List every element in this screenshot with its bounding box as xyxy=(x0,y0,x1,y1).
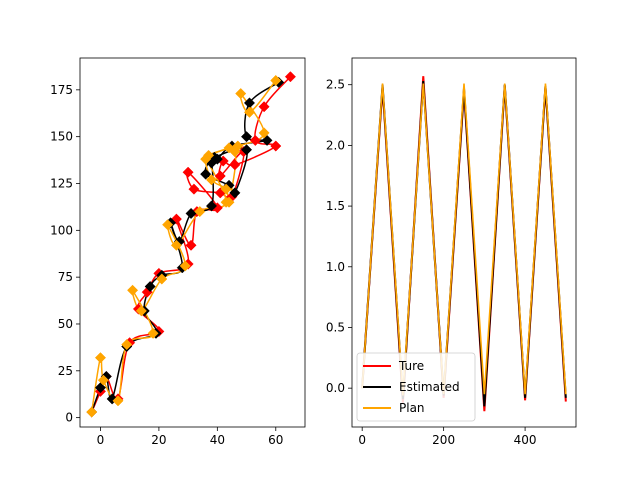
trajectory-marker xyxy=(121,339,133,351)
trajectory-marker xyxy=(156,273,168,285)
trajectory-marker xyxy=(97,374,109,386)
trajectory-marker xyxy=(94,352,107,364)
legend-label-ture: Ture xyxy=(398,359,424,373)
trajectory-marker xyxy=(162,219,174,231)
left-x-tick-label: 60 xyxy=(268,433,283,447)
trajectory-marker xyxy=(261,134,273,146)
trajectory-marker xyxy=(232,140,244,152)
right-y-tick-label: 0.5 xyxy=(326,320,345,334)
trajectory-marker xyxy=(170,239,182,251)
left-y-tick-label: 25 xyxy=(58,364,73,378)
legend-label-plan: Plan xyxy=(399,401,425,415)
trajectory-marker xyxy=(112,395,124,407)
left-y-tick-label: 125 xyxy=(50,176,73,190)
trajectory-marker xyxy=(188,183,200,195)
right-y-tick-label: 1.0 xyxy=(326,260,345,274)
left-x-tick-label: 40 xyxy=(210,433,225,447)
trajectory-marker xyxy=(106,393,118,405)
trajectory-marker xyxy=(270,140,282,152)
right-x-tick-label: 200 xyxy=(432,433,455,447)
trajectory-marker xyxy=(211,153,223,165)
right-x-tick-label: 400 xyxy=(514,433,537,447)
legend: Ture Estimated Plan xyxy=(356,352,476,422)
left-y-tick-label: 50 xyxy=(58,317,73,331)
trajectory-plot: 0 20 40 60 0 25 50 75 100 125 150 175 xyxy=(50,57,306,447)
trajectory-marker xyxy=(284,71,296,83)
left-y-tick-label: 100 xyxy=(50,223,73,237)
left-y-tick-label: 0 xyxy=(65,411,73,425)
right-y-tick-label: 2.0 xyxy=(326,138,345,152)
trajectory-marker xyxy=(94,382,107,394)
left-plot-frame xyxy=(79,57,306,428)
trajectory-marker xyxy=(86,406,98,418)
trajectory-marker xyxy=(270,74,282,87)
right-y-tick-label: 1.5 xyxy=(326,199,345,213)
trajectory-marker xyxy=(205,200,218,212)
trajectory-marker xyxy=(243,106,256,118)
time-series-lines xyxy=(361,76,567,412)
left-y-tick-label: 175 xyxy=(50,83,73,97)
right-x-tick-label: 0 xyxy=(358,433,366,447)
trajectory-marker xyxy=(214,170,226,182)
trajectory-marker xyxy=(203,149,215,161)
trajectory-marker xyxy=(194,206,206,218)
trajectory-marker xyxy=(241,131,253,143)
right-plot-frame xyxy=(351,57,577,428)
trajectory-marker xyxy=(144,280,156,293)
trajectory-marker xyxy=(127,284,139,296)
trajectory-marker xyxy=(229,187,241,199)
right-y-tick-label: 0.0 xyxy=(326,381,345,395)
left-x-tick-label: 0 xyxy=(97,433,105,447)
trajectory-marker xyxy=(229,159,241,171)
trajectory-marker xyxy=(258,101,270,113)
left-y-tick-label: 150 xyxy=(50,130,73,144)
right-y-tick-label: 2.5 xyxy=(326,78,345,92)
trajectory-marker xyxy=(179,260,191,272)
trajectory-curves xyxy=(86,71,296,418)
trajectory-marker xyxy=(182,166,194,178)
trajectory-marker xyxy=(205,174,218,186)
trajectory-marker xyxy=(147,327,159,339)
series-line-plan xyxy=(361,83,567,396)
trajectory-marker xyxy=(223,196,235,208)
legend-label-estimated: Estimated xyxy=(399,380,460,394)
time-series-plot: 0 200 400 0.0 0.5 1.0 1.5 2.0 2.5 Ture Estimated Pl… xyxy=(326,57,577,447)
left-x-tick-label: 20 xyxy=(151,433,166,447)
trajectory-marker xyxy=(185,239,197,251)
trajectory-marker xyxy=(241,144,253,156)
trajectory-marker xyxy=(249,134,261,146)
trajectory-marker xyxy=(258,127,270,139)
trajectory-marker xyxy=(235,88,247,100)
trajectory-marker xyxy=(200,168,212,180)
left-y-tick-label: 75 xyxy=(58,270,73,284)
legend-box xyxy=(356,352,476,422)
trajectory-marker xyxy=(135,305,147,317)
trajectory-marker xyxy=(220,183,232,195)
